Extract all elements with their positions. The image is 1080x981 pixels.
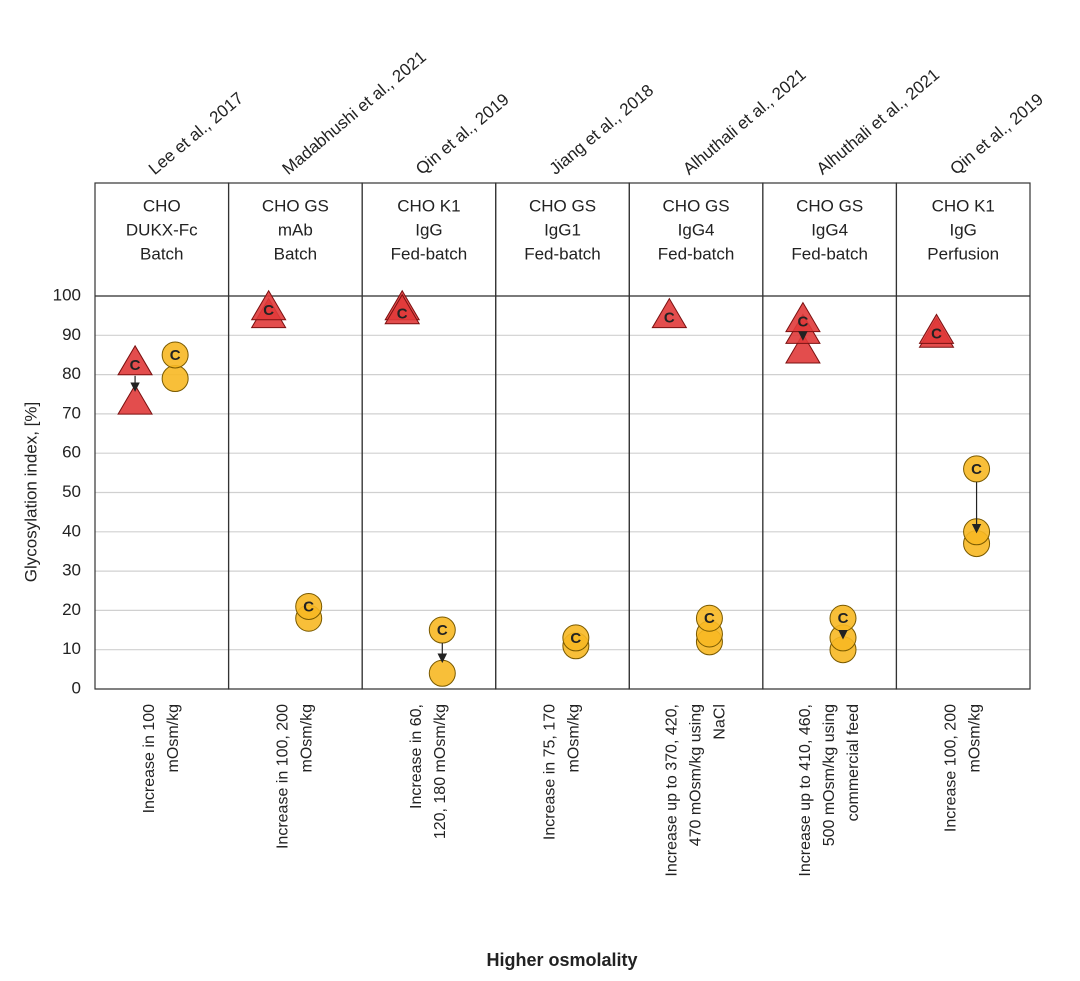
panel-reference: Alhuthali et al., 2021	[813, 65, 943, 179]
circle-marker	[428, 659, 456, 687]
triangle-marker	[250, 289, 287, 321]
y-tick-label: 100	[53, 285, 81, 304]
panel-header: DUKX-Fc	[126, 220, 198, 239]
panel-header: Perfusion	[927, 244, 999, 263]
condition-label: 120, 180 mOsm/kg	[432, 704, 449, 839]
condition-label: Increase in 75, 170	[542, 704, 559, 840]
condition-label: 500 mOsm/kg using	[821, 704, 838, 846]
control-label: C	[838, 610, 849, 627]
condition-label: NaCl	[711, 704, 728, 740]
panel-header: mAb	[278, 220, 313, 239]
panel-header: CHO K1	[932, 196, 995, 215]
panel-header: IgG	[950, 220, 977, 239]
y-axis-label: Glycosylation index, [%]	[21, 402, 40, 582]
y-tick-label: 30	[62, 561, 81, 580]
y-tick-label: 50	[62, 482, 81, 501]
y-tick-label: 40	[62, 521, 81, 540]
circle-marker	[295, 592, 323, 620]
control-label: C	[704, 610, 715, 627]
condition-label: Increase in 100	[141, 704, 158, 814]
condition-label: mOsm/kg	[165, 704, 182, 772]
control-label: C	[570, 630, 581, 647]
panel-reference: Qin et al., 2019	[946, 90, 1047, 179]
condition-label: Increase up to 370, 420,	[663, 704, 680, 877]
control-label: C	[931, 325, 942, 342]
y-tick-label: 80	[62, 364, 81, 383]
y-tick-label: 0	[72, 678, 81, 697]
panel-header: Batch	[140, 244, 183, 263]
panel-header: CHO K1	[397, 196, 460, 215]
condition-label: mOsm/kg	[299, 704, 316, 772]
control-label: C	[664, 310, 675, 327]
control-label: C	[397, 306, 408, 323]
y-tick-label: 20	[62, 600, 81, 619]
triangle-marker	[918, 313, 955, 344]
panel-reference: Madabhushi et al., 2021	[279, 47, 430, 178]
triangle-marker	[117, 344, 153, 376]
panel-header: CHO	[143, 196, 181, 215]
panel-header: IgG4	[811, 220, 848, 239]
control-label: C	[798, 314, 809, 331]
condition-label: commercial feed	[845, 704, 862, 821]
panel-frame	[895, 182, 1031, 690]
panel-header: CHO GS	[262, 196, 329, 215]
panel-reference: Alhuthali et al., 2021	[679, 65, 809, 179]
panel-header: Fed-batch	[658, 244, 735, 263]
triangle-marker	[384, 293, 421, 325]
triangle-marker	[785, 333, 821, 364]
condition-label: mOsm/kg	[566, 704, 583, 772]
triangle-marker	[651, 297, 688, 329]
panel-header: Batch	[274, 244, 317, 263]
control-label: C	[437, 622, 448, 639]
control-label: C	[170, 347, 181, 364]
circle-marker	[161, 341, 189, 369]
condition-label: Increase up to 410, 460,	[797, 704, 814, 877]
y-tick-label: 90	[62, 325, 81, 344]
control-label: C	[263, 302, 274, 319]
circle-marker	[161, 365, 189, 393]
panel-header: CHO GS	[529, 196, 596, 215]
control-label: C	[130, 357, 141, 374]
panel-header: CHO GS	[796, 196, 863, 215]
panel-header: IgG	[415, 220, 442, 239]
panel-header: Fed-batch	[524, 244, 601, 263]
y-tick-label: 70	[62, 403, 81, 422]
panel-reference: Lee et al., 2017	[145, 89, 247, 179]
condition-label: Increase in 100, 200	[275, 704, 292, 849]
condition-label: Increase in 60,	[408, 704, 425, 809]
condition-label: 470 mOsm/kg using	[687, 704, 704, 846]
circle-marker	[695, 604, 723, 632]
panel-header: IgG1	[544, 220, 581, 239]
x-axis-label: Higher osmolality	[486, 950, 637, 970]
y-tick-label: 10	[62, 639, 81, 658]
panel-header: CHO GS	[663, 196, 730, 215]
panel-header: Fed-batch	[791, 244, 868, 263]
control-label: C	[971, 461, 982, 478]
panel-header: IgG4	[678, 220, 715, 239]
control-label: C	[303, 598, 314, 615]
condition-label: Increase 100, 200	[942, 704, 959, 832]
triangle-marker	[117, 384, 153, 415]
condition-label: mOsm/kg	[966, 704, 983, 772]
panel-reference: Jiang et al., 2018	[546, 81, 657, 179]
panel-header: Fed-batch	[391, 244, 468, 263]
panel-reference: Qin et al., 2019	[412, 90, 513, 179]
y-tick-label: 60	[62, 443, 81, 462]
circle-marker	[562, 624, 590, 652]
